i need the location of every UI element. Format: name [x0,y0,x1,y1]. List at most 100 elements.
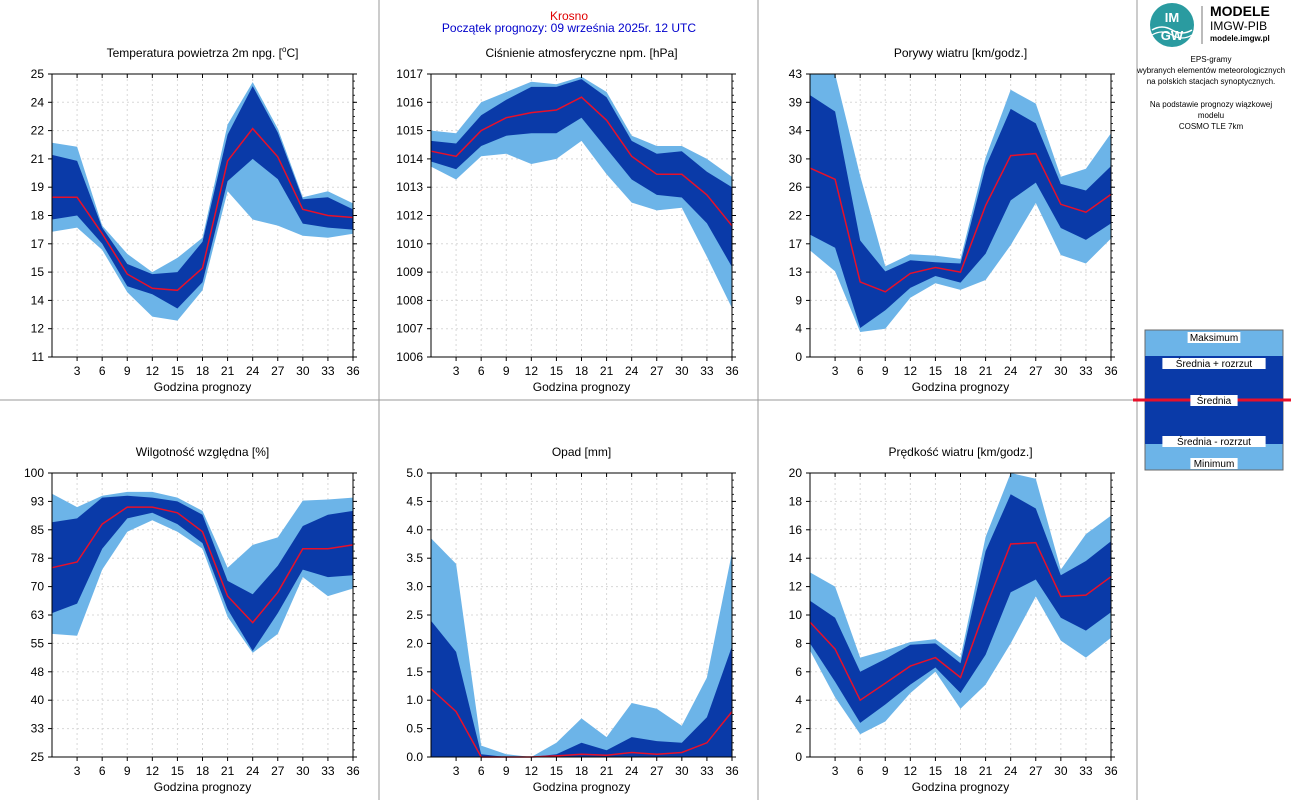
y-tick-label: 15 [31,265,45,279]
y-tick-label: 1009 [396,265,423,279]
x-tick-label: 6 [99,764,106,778]
x-tick-label: 15 [929,764,943,778]
legend-label: Średnia [1197,394,1232,407]
y-tick-label: 48 [31,665,45,679]
x-tick-label: 21 [979,764,993,778]
y-tick-label: 12 [789,580,803,594]
info-line: na polskich stacjach synoptycznych. [1146,77,1276,86]
y-tick-label: 3.0 [406,580,423,594]
legend-label: Średnia + rozrzut [1176,357,1253,370]
y-tick-label: 13 [789,265,803,279]
legend-label-bg [1187,332,1241,343]
y-tick-label: 5.0 [406,466,423,480]
y-tick-label: 9 [795,293,802,307]
y-tick-label: 1.0 [406,693,423,707]
y-tick-label: 12 [31,322,45,336]
y-tick-label: 17 [31,237,45,251]
y-tick-label: 6 [795,665,802,679]
station-name: Krosno [549,9,589,23]
legend-label: Maksimum [1190,333,1238,344]
y-tick-label: 20 [789,466,803,480]
y-tick-label: 43 [789,67,803,81]
info-line: wybranych elementów meteorologicznych [1136,66,1286,75]
legend: Maksimum Średnia + rozrzut Średnia Średnia … [1133,329,1291,471]
logo-line2: IMGW-PIB [1210,19,1268,33]
y-tick-label: 0 [795,350,802,364]
y-tick-label: 39 [789,95,803,109]
legend-label: Średnia - rozrzut [1177,435,1251,448]
y-tick-label: 19 [31,180,45,194]
x-tick-label: 30 [675,764,689,778]
y-tick-label: 1007 [396,322,423,336]
legend-label-bg [1162,436,1266,447]
x-tick-label: 36 [725,764,739,778]
x-tick-label: 6 [99,364,106,378]
x-tick-label: 30 [1054,364,1068,378]
y-tick-label: 1012 [396,209,423,223]
x-tick-label: 24 [625,764,639,778]
y-tick-label: 14 [789,551,803,565]
y-tick-label: 4 [795,322,802,336]
x-tick-label: 33 [700,764,714,778]
x-tick-label: 30 [675,364,689,378]
y-tick-label: 4.5 [406,494,423,508]
x-tick-label: 36 [1104,364,1118,378]
y-tick-label: 0 [795,750,802,764]
x-tick-label: 15 [550,764,564,778]
x-axis-label: Godzina prognozy [912,380,1009,394]
x-tick-label: 9 [124,364,131,378]
logo-line3[interactable]: modele.imgw.pl [1210,34,1270,43]
y-tick-label: 2.0 [406,636,423,650]
legend-label-bg [1190,395,1238,406]
mean-line [52,127,354,292]
y-tick-label: 26 [789,180,803,194]
y-tick-label: 11 [32,350,45,364]
info-line: EPS-gramy [1190,55,1232,64]
legend-label: Minimum [1194,459,1235,470]
y-tick-label: 25 [31,67,45,81]
mean-line [809,541,1112,702]
x-tick-label: 33 [700,364,714,378]
x-tick-label: 15 [929,364,943,378]
x-tick-label: 9 [882,364,889,378]
y-tick-label: 1006 [396,350,423,364]
x-tick-label: 18 [196,764,210,778]
x-tick-label: 21 [221,764,235,778]
x-tick-label: 24 [625,364,639,378]
x-tick-label: 9 [503,364,510,378]
x-tick-label: 30 [296,364,310,378]
y-tick-label: 21 [31,152,45,166]
info-line: Na podstawie prognozy wiązkowej modelu [1149,100,1273,120]
y-tick-label: 4 [795,693,802,707]
y-tick-label: 40 [31,693,45,707]
x-tick-label: 9 [124,764,131,778]
y-tick-label: 18 [31,209,45,223]
logo-badge-bottom: GW [1161,28,1184,43]
forecast-start: Początek prognozy: 09 września 2025r. 12… [441,21,697,35]
y-tick-label: 1.5 [406,665,423,679]
mean-line [51,506,354,624]
x-tick-label: 12 [904,764,918,778]
y-tick-label: 1010 [396,237,423,251]
x-tick-label: 3 [74,364,81,378]
chart-title: Prędkość wiatru [km/godz.] [888,445,1032,459]
x-tick-label: 6 [857,764,864,778]
x-tick-label: 12 [904,364,918,378]
x-tick-label: 6 [857,364,864,378]
info-line: COSMO TLE 7km [1178,122,1244,131]
y-tick-label: 2 [795,722,802,736]
y-tick-label: 18 [789,494,803,508]
legend-label-bg [1190,458,1238,469]
mean-line [430,96,733,227]
y-tick-label: 16 [789,523,803,537]
y-tick-label: 1008 [396,293,423,307]
y-tick-label: 78 [31,551,45,565]
y-tick-label: 24 [31,95,45,109]
imgw-logo-icon: IM GW [1150,3,1203,47]
y-tick-label: 17 [789,237,803,251]
chart-title: Wilgotność względna [%] [136,445,269,459]
y-tick-label: 2.5 [406,608,423,622]
x-tick-label: 21 [600,764,614,778]
x-axis-label: Godzina prognozy [912,780,1009,794]
x-tick-label: 36 [1104,764,1118,778]
